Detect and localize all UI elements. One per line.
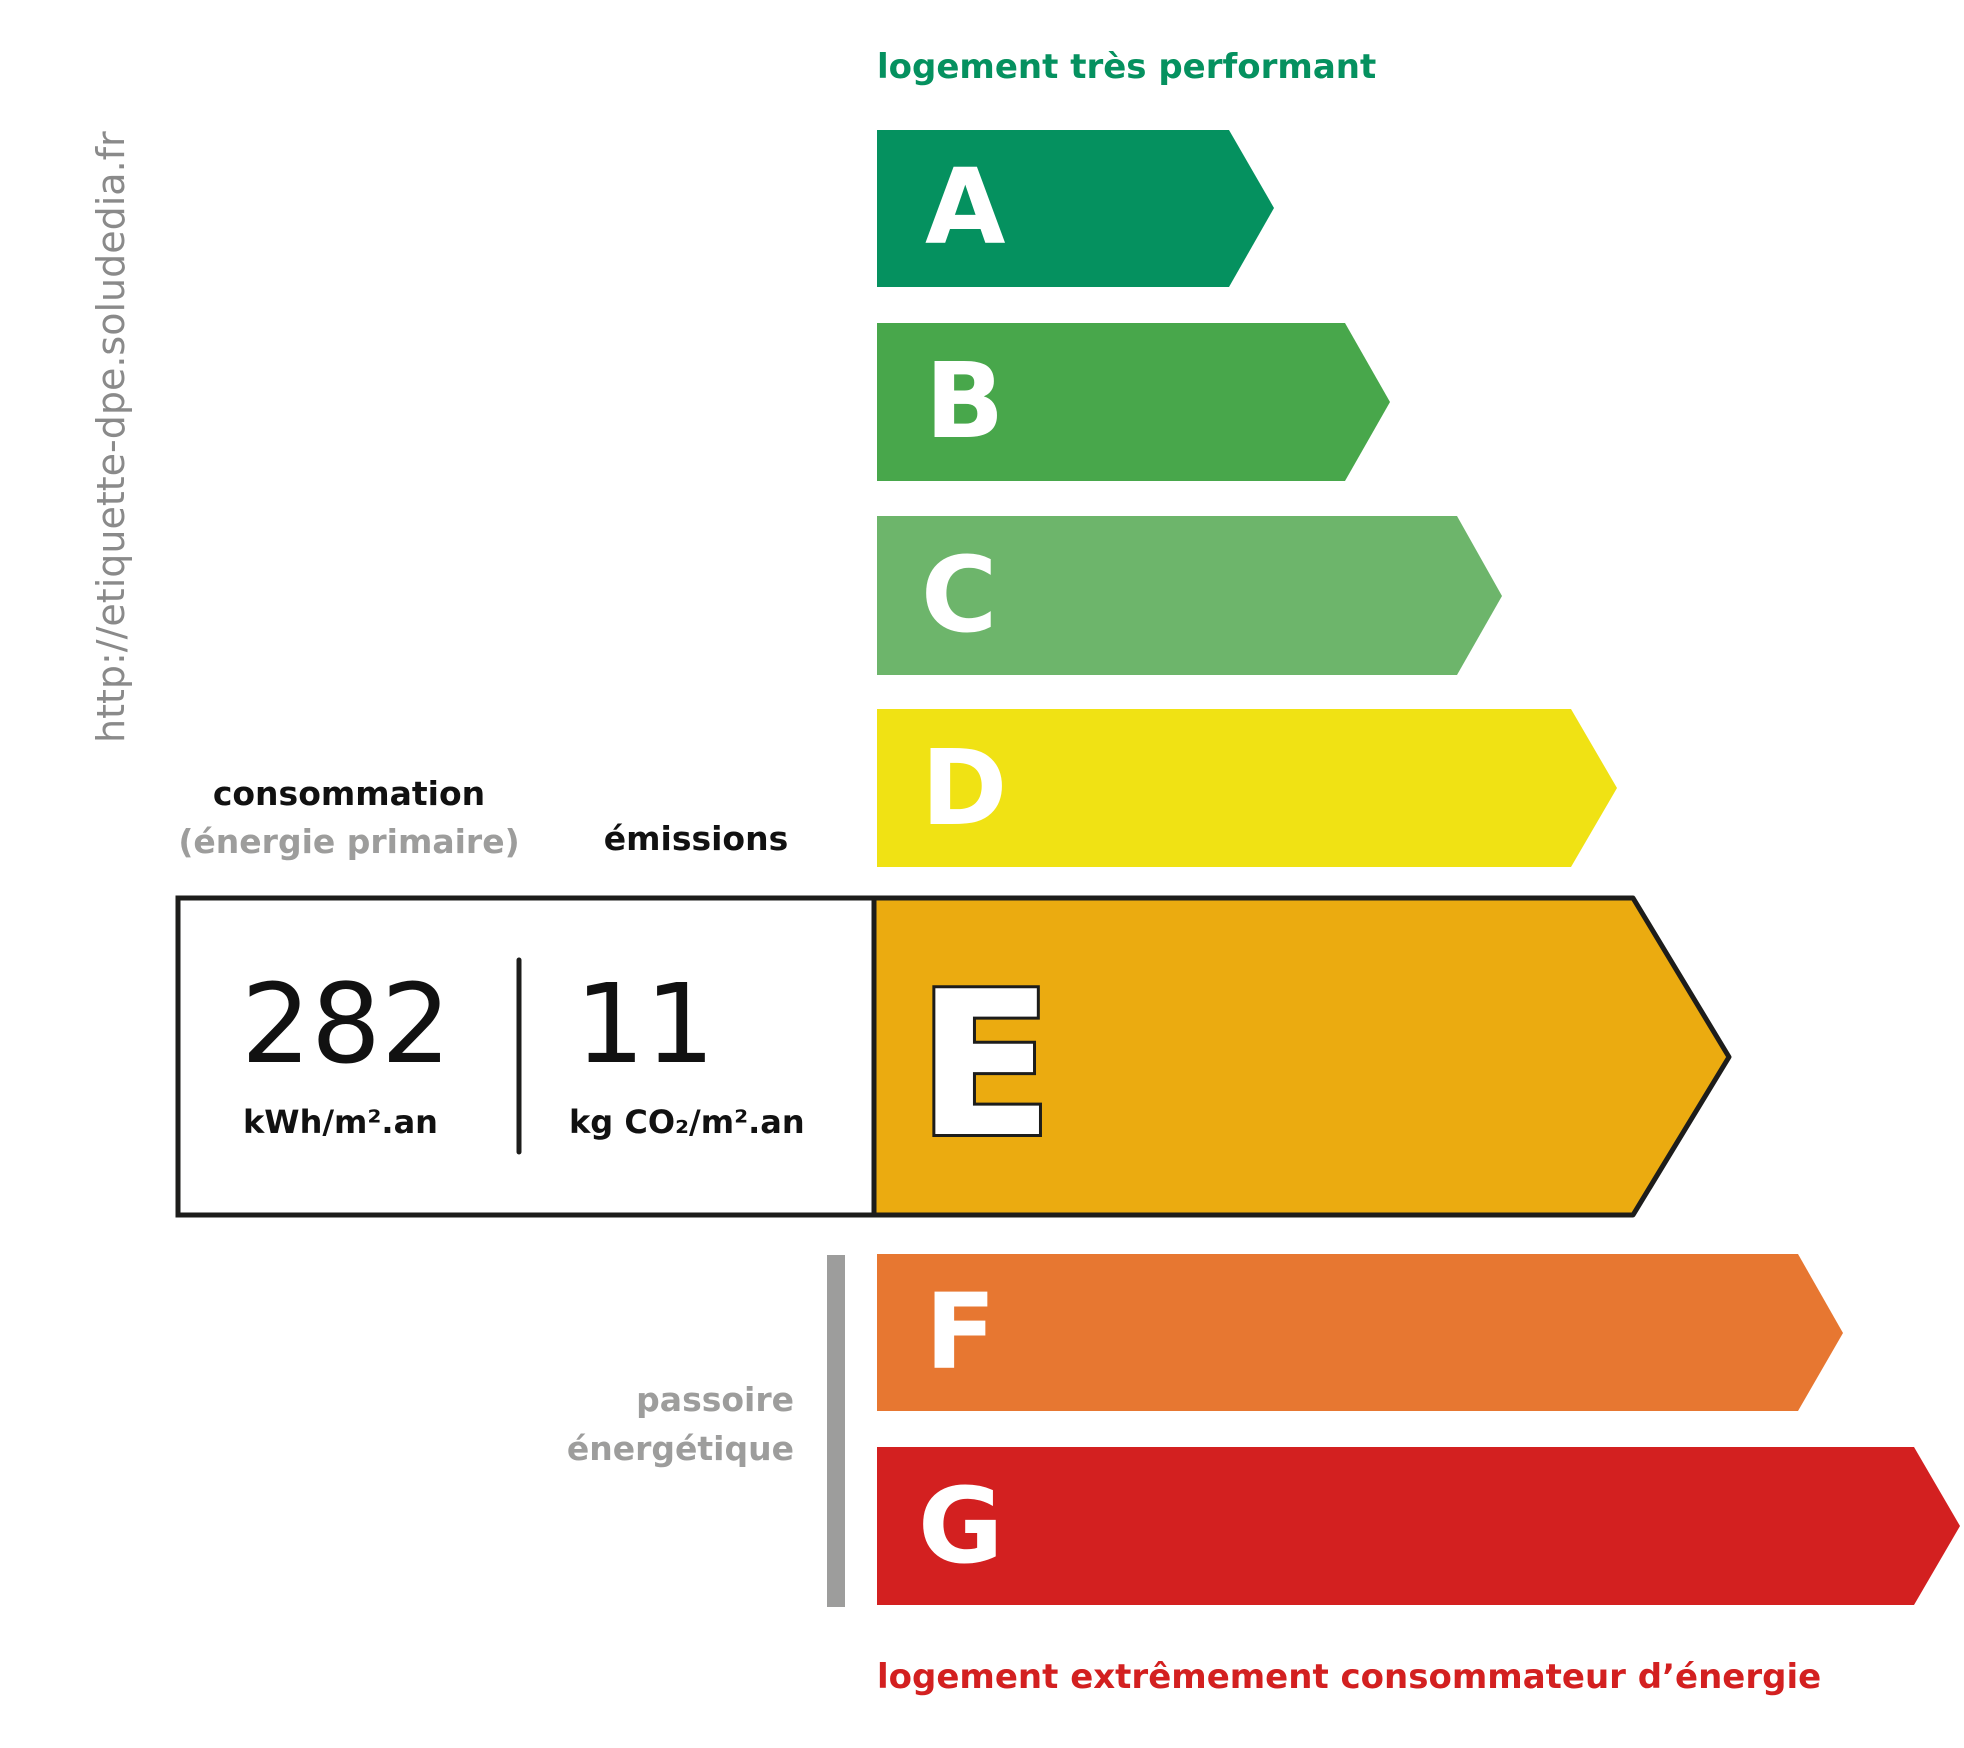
class-a-letter: A [925,146,1006,268]
class-d-letter: D [921,727,1007,849]
passoire-line1: passoire [636,1380,794,1419]
consumption-unit: kWh/m².an [243,1103,438,1141]
source-url: http://etiquette-dpe.soludedia.fr [89,131,133,743]
class-g-bar: G [877,1447,1960,1605]
class-g-letter: G [918,1465,1003,1587]
emissions-unit: kg CO₂/m².an [569,1103,805,1141]
consumption-value: 282 [241,960,451,1088]
class-e-letter: E [917,949,1054,1182]
bottom-label: logement extrêmement consommateur d’éner… [877,1657,1821,1697]
class-b-bar: B [877,323,1390,481]
class-f-letter: F [925,1271,996,1393]
class-b-letter: B [925,340,1004,462]
passoire-line2: énergétique [567,1429,794,1468]
top-label: logement très performant [877,47,1376,87]
passoire-bar [827,1255,845,1607]
class-c-letter: C [921,534,997,656]
consumption-heading: consommation [213,774,485,813]
class-f-bar: F [877,1254,1843,1411]
emissions-value: 11 [575,960,715,1088]
class-a-bar: A [877,130,1274,287]
class-c-bar: C [877,516,1502,675]
emissions-heading: émissions [604,819,788,858]
class-e-bar [871,895,1732,1218]
consumption-subheading: (énergie primaire) [178,822,519,861]
current-class-box: E 282 kWh/m².an 11 kg CO₂/m².an [175,895,1732,1218]
class-d-bar: D [877,709,1617,867]
